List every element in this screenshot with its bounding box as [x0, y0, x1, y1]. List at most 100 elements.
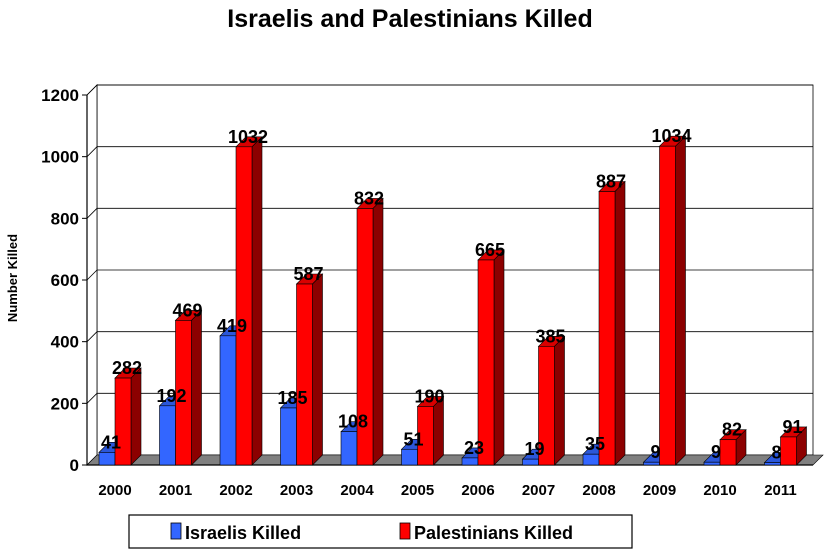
bar-side — [251, 136, 263, 466]
gridline-side — [86, 331, 98, 342]
bar-side — [312, 273, 323, 466]
bars — [98, 135, 808, 466]
legend-swatch-palestinians — [399, 522, 411, 540]
legend-box — [128, 514, 633, 549]
bar-palestinians-2011 — [779, 426, 808, 466]
data-label-israelis-2011: 8 — [771, 443, 781, 463]
data-label-palestinians-2005: 190 — [414, 386, 444, 406]
bar-side — [191, 309, 202, 466]
bar-palestinians-2010 — [719, 428, 747, 466]
data-label-palestinians-2007: 385 — [535, 326, 565, 346]
gridline-side — [86, 393, 98, 404]
x-tick-label: 2001 — [159, 482, 192, 499]
x-tick-label: 2005 — [401, 482, 434, 499]
bar-palestinians-2000 — [114, 367, 142, 466]
bar-palestinians-2003 — [295, 273, 324, 466]
data-label-palestinians-2011: 91 — [782, 417, 802, 437]
x-tick-label: 2000 — [98, 482, 131, 499]
bar-front — [159, 405, 176, 466]
data-label-israelis-2003: 185 — [277, 388, 307, 408]
bar-palestinians-2007 — [537, 335, 566, 466]
data-label-israelis-2000: 41 — [101, 432, 121, 452]
data-label-israelis-2010: 9 — [711, 442, 721, 462]
x-tick-label: 2006 — [461, 482, 494, 499]
bar-palestinians-2004 — [356, 197, 384, 466]
data-label-israelis-2001: 192 — [156, 386, 186, 406]
data-label-palestinians-2000: 282 — [112, 358, 142, 378]
bar-front — [598, 191, 616, 466]
data-label-palestinians-2002: 1032 — [228, 127, 268, 147]
bar-side — [614, 180, 626, 466]
bar-side — [493, 249, 505, 466]
bar-front — [643, 461, 660, 466]
gridline-side — [86, 84, 98, 96]
bar-front — [417, 406, 434, 466]
bar-palestinians-2006 — [477, 249, 505, 466]
bar-front — [356, 208, 374, 466]
bar-front — [764, 462, 781, 466]
gridline-side — [86, 146, 98, 157]
data-label-palestinians-2009: 1034 — [651, 126, 691, 146]
bar-front — [659, 145, 676, 466]
y-tick-label: 200 — [51, 394, 79, 413]
x-tick-label: 2011 — [764, 482, 797, 499]
bar-front — [477, 259, 495, 466]
bar-front — [219, 335, 237, 466]
data-label-israelis-2005: 51 — [403, 429, 423, 449]
bar-palestinians-2002 — [235, 136, 263, 466]
y-tick-label: 600 — [51, 271, 79, 290]
data-label-israelis-2006: 23 — [464, 438, 484, 458]
bar-side — [675, 135, 686, 466]
grid — [86, 84, 814, 466]
x-tick-label: 2003 — [280, 482, 313, 499]
bar-side — [433, 395, 444, 466]
data-label-israelis-2008: 35 — [585, 434, 605, 454]
legend-label-palestinians: Palestinians Killed — [414, 523, 573, 543]
legend: Israelis Killed Palestinians Killed — [128, 514, 633, 549]
bar-side — [372, 197, 384, 466]
x-tick-label: 2009 — [643, 482, 676, 499]
x-tick-label: 2002 — [219, 482, 252, 499]
chart-title: Israelis and Palestinians Killed — [227, 5, 592, 33]
x-tick-label: 2010 — [703, 482, 736, 499]
data-label-palestinians-2003: 587 — [293, 264, 323, 284]
data-labels: 41 282 192 469 419 1032 185 587 108 832 51 190 23 665… — [101, 126, 803, 462]
bar-side — [130, 367, 142, 466]
data-label-palestinians-2006: 665 — [475, 240, 505, 260]
bar-front — [582, 453, 600, 466]
data-label-israelis-2002: 419 — [217, 316, 247, 336]
data-label-palestinians-2008: 887 — [596, 172, 626, 192]
bar-front — [98, 452, 116, 466]
gridline-side — [86, 269, 98, 281]
y-axis-label: Number Killed — [5, 234, 20, 322]
bar-front — [538, 345, 555, 466]
y-tick-label: 800 — [51, 209, 79, 228]
axes — [82, 94, 824, 466]
bar-front — [340, 431, 358, 466]
x-tick-label: 2004 — [340, 482, 374, 499]
x-tick-label: 2007 — [522, 482, 555, 499]
bar-front — [401, 448, 418, 466]
data-label-israelis-2004: 108 — [338, 412, 368, 432]
data-label-palestinians-2010: 82 — [722, 420, 742, 440]
bar-front — [780, 436, 797, 466]
y-tick-label: 1000 — [41, 148, 79, 167]
gridline-side — [86, 208, 98, 219]
bar-front — [235, 146, 253, 466]
bar-palestinians-2005 — [416, 395, 445, 466]
bar-side — [554, 335, 565, 466]
y-tick-label: 1200 — [41, 86, 79, 105]
bar-front — [522, 458, 539, 466]
data-label-israelis-2009: 9 — [650, 442, 660, 462]
legend-swatch-israelis — [170, 522, 182, 540]
bar-palestinians-2008 — [598, 180, 626, 466]
y-tick-label: 0 — [70, 456, 79, 475]
legend-label-israelis: Israelis Killed — [185, 523, 301, 543]
bar-front — [296, 283, 313, 466]
data-label-israelis-2007: 19 — [524, 439, 544, 459]
bar-front — [461, 457, 479, 466]
bar-palestinians-2001 — [174, 309, 203, 466]
bar-front — [280, 407, 297, 466]
data-label-palestinians-2001: 469 — [172, 300, 202, 320]
